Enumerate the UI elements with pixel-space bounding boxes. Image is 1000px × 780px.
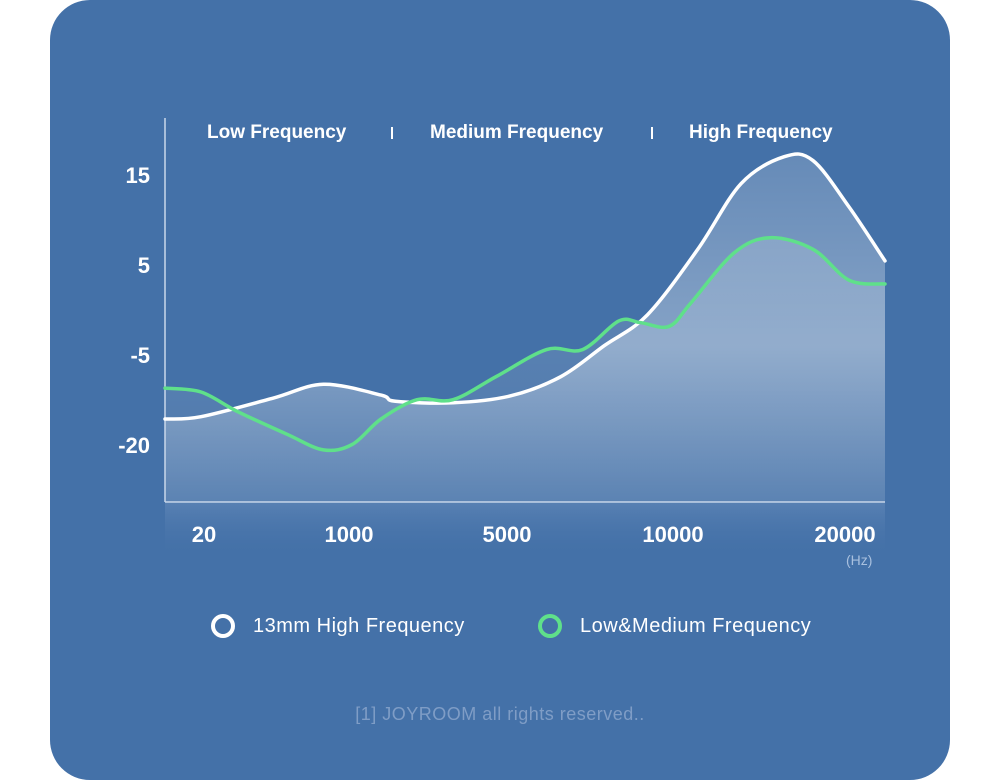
x-tick-label: 1000 [324,522,374,547]
x-unit-label: (Hz) [846,552,873,568]
y-tick-label: 15 [125,163,150,188]
copyright-footer: [1] JOYROOM all rights reserved.. [355,704,645,724]
band-label-low: Low Frequency [207,122,347,143]
legend-item-low-medium: Low&Medium Frequency [538,614,811,638]
legend-item-high: 13mm High Frequency [211,614,465,638]
band-label-high: High Frequency [689,122,833,143]
y-tick-label: -20 [118,433,150,458]
x-tick-label: 5000 [482,522,532,547]
circle-icon [538,614,562,638]
y-tick-label: 5 [137,253,150,278]
y-tick-label: -5 [130,343,150,368]
circle-icon [211,614,235,638]
band-separator [391,127,393,139]
legend-label: Low&Medium Frequency [580,614,812,637]
x-tick-label: 10000 [642,522,704,547]
x-axis-band [165,503,885,558]
legend-label: 13mm High Frequency [253,614,465,637]
series-line [163,152,887,421]
band-label-medium: Medium Frequency [430,122,604,143]
series-line [163,235,887,453]
x-tick-label: 20 [191,522,217,547]
series-area [165,237,885,502]
band-separator [651,127,653,139]
x-tick-label: 20000 [814,522,876,547]
